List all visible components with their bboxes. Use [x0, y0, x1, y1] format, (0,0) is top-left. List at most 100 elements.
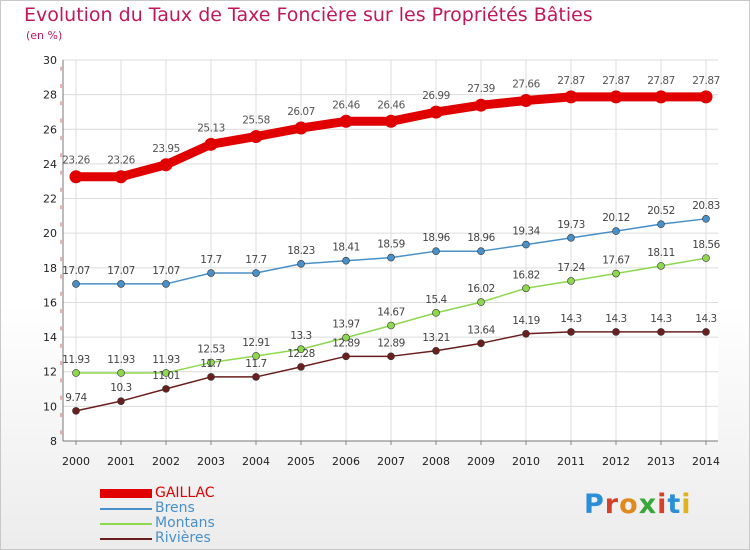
legend-label-gaillac: GAILLAC — [155, 485, 215, 501]
x-tick-label: 2008 — [422, 455, 450, 468]
chart-subtitle: (en %) — [26, 29, 63, 42]
y-tick-label: 8 — [50, 435, 57, 448]
data-point-montans — [522, 284, 530, 293]
chart-title: Evolution du Taux de Taxe Foncière sur l… — [24, 4, 593, 26]
data-point-rivières — [657, 328, 665, 336]
data-point-montans — [567, 277, 575, 285]
data-point-brens — [567, 234, 575, 242]
logo-letter: i — [657, 489, 668, 520]
data-label: 23.26 — [62, 155, 90, 167]
data-point-gaillac — [339, 114, 353, 128]
data-label: 15.4 — [425, 294, 447, 306]
data-label: 25.13 — [197, 122, 225, 134]
data-label: 13.97 — [332, 319, 360, 331]
data-label: 27.87 — [602, 75, 630, 87]
logo-letter: P — [584, 489, 605, 520]
data-label: 11.7 — [200, 358, 221, 370]
data-label: 26.46 — [377, 99, 405, 111]
data-label: 18.96 — [467, 232, 495, 244]
data-point-gaillac — [384, 114, 398, 128]
legend-swatch-montans — [100, 523, 152, 525]
data-point-gaillac — [699, 90, 713, 104]
data-label: 10.3 — [110, 382, 131, 394]
x-tick-label: 2012 — [602, 455, 630, 468]
data-point-brens — [522, 240, 530, 249]
y-tick-label: 10 — [43, 400, 57, 413]
x-tick-label: 2000 — [62, 455, 90, 468]
data-point-montans — [432, 309, 440, 317]
data-point-brens — [387, 253, 395, 262]
data-point-rivières — [207, 373, 215, 381]
y-tick-label: 20 — [43, 227, 57, 240]
data-label: 12.89 — [332, 337, 360, 349]
data-point-gaillac — [519, 94, 533, 108]
data-point-rivières — [522, 330, 530, 338]
data-point-brens — [207, 269, 215, 277]
data-point-montans — [117, 369, 125, 377]
data-point-gaillac — [159, 158, 173, 172]
data-label: 17.24 — [557, 262, 585, 274]
data-label: 16.82 — [512, 269, 540, 281]
data-point-rivières — [612, 328, 620, 336]
data-label: 17.07 — [107, 265, 135, 277]
data-point-montans — [342, 333, 350, 342]
data-point-gaillac — [474, 98, 488, 112]
data-label: 20.52 — [647, 205, 675, 217]
data-point-rivières — [72, 407, 80, 415]
legend-label-brens: Brens — [155, 500, 195, 516]
legend-swatch-rivieres — [100, 538, 152, 540]
data-label: 19.34 — [512, 226, 540, 238]
data-point-rivières — [702, 328, 710, 336]
data-point-rivières — [432, 346, 440, 355]
x-tick-label: 2006 — [332, 455, 360, 468]
x-tick-label: 2001 — [107, 455, 135, 468]
data-point-montans — [477, 298, 485, 306]
data-label: 17.07 — [62, 265, 90, 277]
data-label: 20.83 — [692, 200, 720, 212]
y-tick-label: 22 — [43, 193, 57, 206]
data-label: 26.46 — [332, 99, 360, 111]
data-label: 12.53 — [197, 344, 225, 356]
data-point-montans — [252, 352, 260, 360]
data-point-brens — [297, 260, 305, 268]
data-point-rivières — [252, 373, 260, 381]
data-point-rivières — [477, 339, 485, 348]
x-tick-label: 2003 — [197, 455, 225, 468]
proxiti-logo: Proxiti — [584, 489, 692, 520]
logo-letter: r — [604, 489, 620, 520]
y-tick-label: 28 — [43, 89, 57, 102]
data-label: 11.7 — [245, 358, 266, 370]
data-point-brens — [162, 280, 170, 288]
data-label: 11.93 — [62, 354, 90, 366]
data-point-brens — [342, 256, 350, 265]
data-label: 23.26 — [107, 155, 135, 167]
data-point-rivières — [342, 352, 350, 361]
data-label: 18.96 — [422, 232, 450, 244]
data-label: 16.02 — [467, 283, 495, 295]
data-label: 26.99 — [422, 90, 450, 102]
logo-letter: o — [619, 489, 639, 520]
data-label: 14.3 — [650, 313, 671, 325]
data-label: 25.58 — [242, 115, 270, 127]
legend-swatch-brens — [100, 508, 152, 510]
logo-letter: t — [667, 489, 682, 520]
data-point-brens — [252, 269, 260, 277]
x-tick-label: 2002 — [152, 455, 180, 468]
x-tick-label: 2010 — [512, 455, 540, 468]
data-label: 12.91 — [242, 337, 270, 349]
x-tick-label: 2014 — [692, 455, 720, 468]
data-point-montans — [657, 262, 665, 270]
data-label: 11.01 — [152, 370, 180, 382]
legend-label-rivieres: Rivières — [155, 530, 211, 546]
data-label: 12.89 — [377, 337, 405, 349]
data-point-brens — [432, 247, 440, 255]
data-label: 13.64 — [467, 324, 495, 336]
y-tick-label: 30 — [43, 54, 57, 67]
data-point-montans — [297, 345, 305, 354]
data-label: 14.67 — [377, 306, 405, 318]
legend-label-montans: Montans — [155, 515, 215, 531]
data-label: 19.73 — [557, 219, 585, 231]
x-tick-label: 2004 — [242, 455, 270, 468]
data-label: 11.93 — [107, 354, 135, 366]
